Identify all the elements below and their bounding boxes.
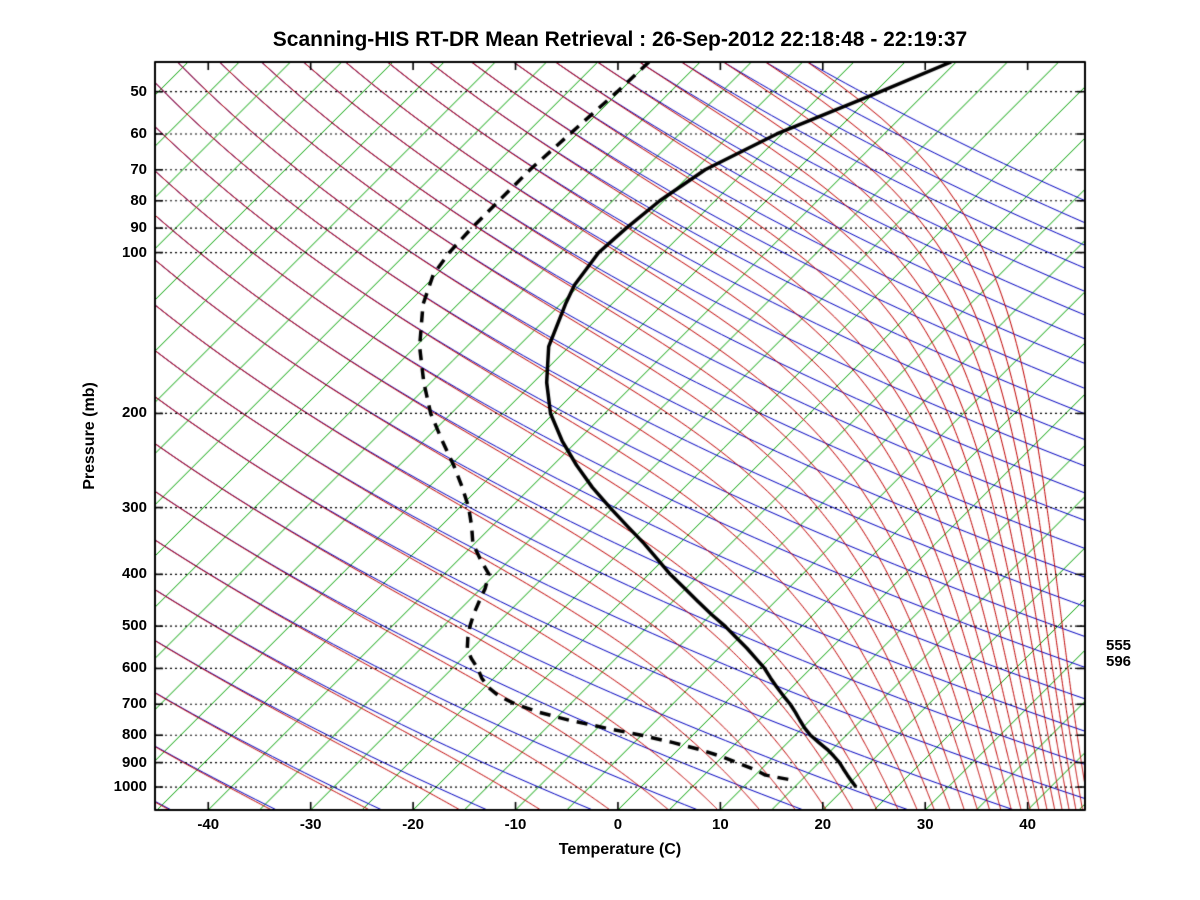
right-annotations: 555 596 xyxy=(1106,638,1131,670)
right-annotation-top: 555 xyxy=(1106,637,1132,654)
chart-title: Scanning-HIS RT-DR Mean Retrieval : 26-S… xyxy=(272,28,968,51)
right-annotation-bottom: 596 xyxy=(1106,653,1132,670)
y-axis-label: Pressure (mb) xyxy=(81,382,98,490)
x-axis-label: Temperature (C) xyxy=(558,841,682,858)
